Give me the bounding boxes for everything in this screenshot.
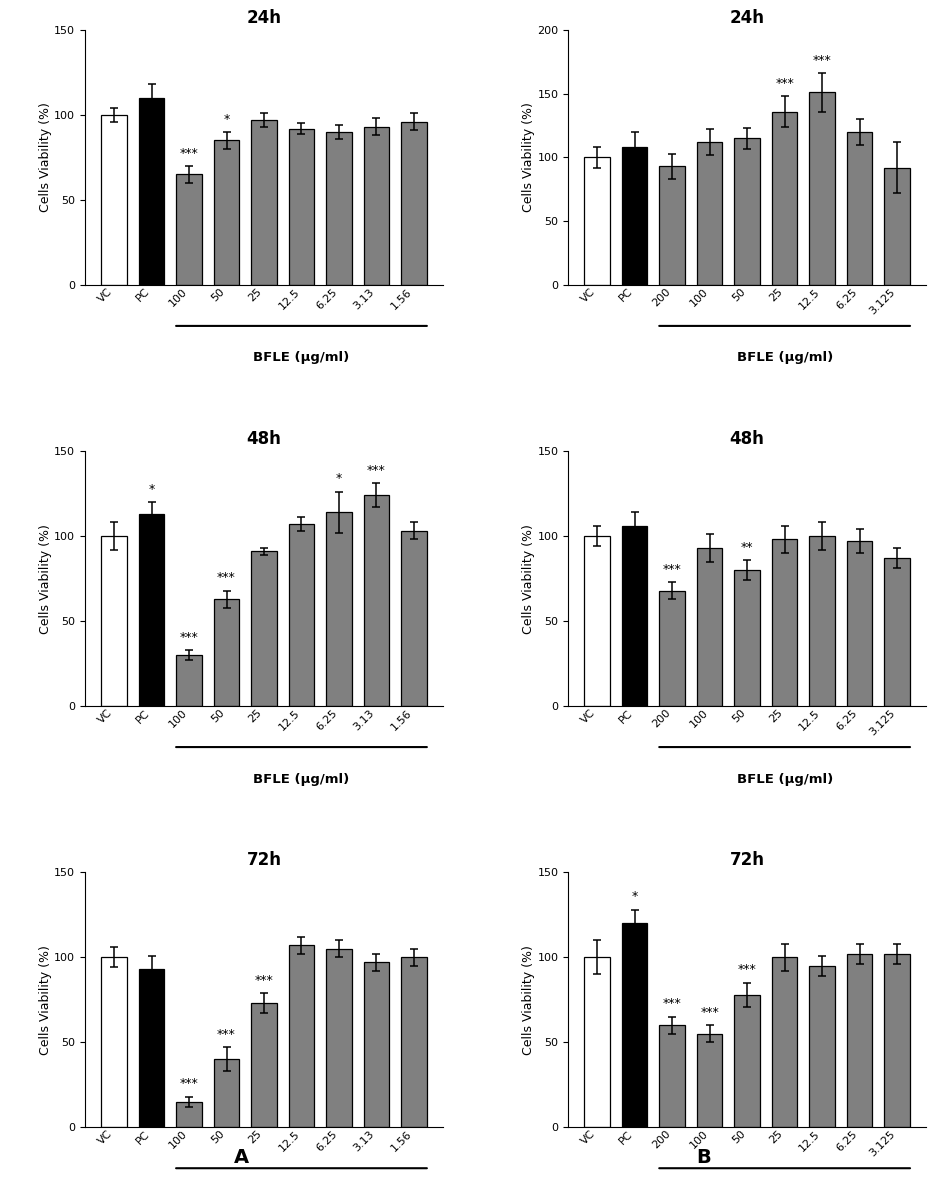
Bar <box>583 157 609 285</box>
Text: ***: *** <box>217 1028 236 1041</box>
Bar <box>696 142 721 285</box>
Bar <box>363 963 389 1127</box>
Text: ***: *** <box>254 973 273 987</box>
Y-axis label: Cells Viability (%): Cells Viability (%) <box>521 524 534 633</box>
Bar <box>326 948 351 1127</box>
Bar <box>583 536 609 706</box>
Bar <box>139 98 164 285</box>
Bar <box>659 166 684 285</box>
Bar <box>251 1003 277 1127</box>
Text: ***: *** <box>179 147 198 160</box>
Bar <box>213 1059 239 1127</box>
Bar <box>363 126 389 285</box>
Bar <box>326 132 351 285</box>
Bar <box>363 495 389 706</box>
Title: 24h: 24h <box>729 8 764 27</box>
Bar <box>177 174 202 285</box>
Bar <box>621 923 647 1127</box>
Bar <box>621 526 647 706</box>
Bar <box>251 120 277 285</box>
Text: ***: *** <box>737 964 756 976</box>
Bar <box>808 92 834 285</box>
Bar <box>139 969 164 1127</box>
Text: ***: *** <box>774 76 793 89</box>
Text: ***: *** <box>179 1077 198 1090</box>
Bar <box>101 536 126 706</box>
Text: *: * <box>223 112 229 125</box>
Text: B: B <box>696 1148 711 1167</box>
Text: A: A <box>233 1148 248 1167</box>
Bar <box>733 995 759 1127</box>
Text: ***: *** <box>179 631 198 644</box>
Bar <box>139 514 164 706</box>
Text: BFLE (μg/ml): BFLE (μg/ml) <box>253 773 349 786</box>
Y-axis label: Cells Viability (%): Cells Viability (%) <box>39 945 52 1055</box>
Bar <box>401 122 427 285</box>
Text: BFLE (μg/ml): BFLE (μg/ml) <box>735 773 832 786</box>
Bar <box>101 115 126 285</box>
Bar <box>771 957 797 1127</box>
Bar <box>771 539 797 706</box>
Bar <box>846 132 871 285</box>
Bar <box>884 168 909 285</box>
Text: ***: *** <box>700 1006 718 1019</box>
Text: ***: *** <box>662 563 681 576</box>
Bar <box>884 954 909 1127</box>
Bar <box>251 551 277 706</box>
Text: BFLE (μg/ml): BFLE (μg/ml) <box>735 352 832 364</box>
Y-axis label: Cells Viability (%): Cells Viability (%) <box>39 524 52 633</box>
Title: 72h: 72h <box>246 851 281 870</box>
Bar <box>401 957 427 1127</box>
Bar <box>101 957 126 1127</box>
Y-axis label: Cells Viability (%): Cells Viability (%) <box>521 945 534 1055</box>
Bar <box>621 147 647 285</box>
Text: *: * <box>335 472 342 486</box>
Text: ***: *** <box>812 54 831 67</box>
Bar <box>771 111 797 285</box>
Bar <box>289 129 314 285</box>
Bar <box>659 1025 684 1127</box>
Text: ***: *** <box>366 464 385 477</box>
Bar <box>177 1102 202 1127</box>
Y-axis label: Cells Viability (%): Cells Viability (%) <box>521 103 534 212</box>
Bar <box>213 599 239 706</box>
Title: 48h: 48h <box>246 429 281 449</box>
Text: *: * <box>148 483 155 495</box>
Bar <box>846 542 871 706</box>
Bar <box>696 548 721 706</box>
Bar <box>808 536 834 706</box>
Text: **: ** <box>740 540 752 554</box>
Bar <box>808 965 834 1127</box>
Title: 24h: 24h <box>246 8 281 27</box>
Bar <box>289 945 314 1127</box>
Text: ***: *** <box>217 571 236 585</box>
Text: *: * <box>631 890 637 903</box>
Bar <box>696 1034 721 1127</box>
Y-axis label: Cells Viability (%): Cells Viability (%) <box>39 103 52 212</box>
Bar <box>401 531 427 706</box>
Bar <box>289 524 314 706</box>
Bar <box>733 570 759 706</box>
Text: BFLE (μg/ml): BFLE (μg/ml) <box>253 352 349 364</box>
Bar <box>177 655 202 706</box>
Bar <box>846 954 871 1127</box>
Text: ***: *** <box>662 997 681 1010</box>
Bar <box>213 141 239 285</box>
Title: 48h: 48h <box>729 429 764 449</box>
Title: 72h: 72h <box>729 851 764 870</box>
Bar <box>733 138 759 285</box>
Bar <box>884 558 909 706</box>
Bar <box>659 591 684 706</box>
Bar <box>326 512 351 706</box>
Bar <box>583 957 609 1127</box>
